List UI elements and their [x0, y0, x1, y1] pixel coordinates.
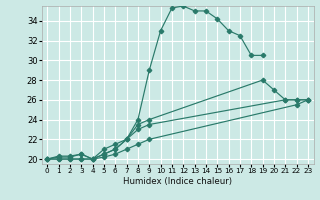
- X-axis label: Humidex (Indice chaleur): Humidex (Indice chaleur): [123, 177, 232, 186]
